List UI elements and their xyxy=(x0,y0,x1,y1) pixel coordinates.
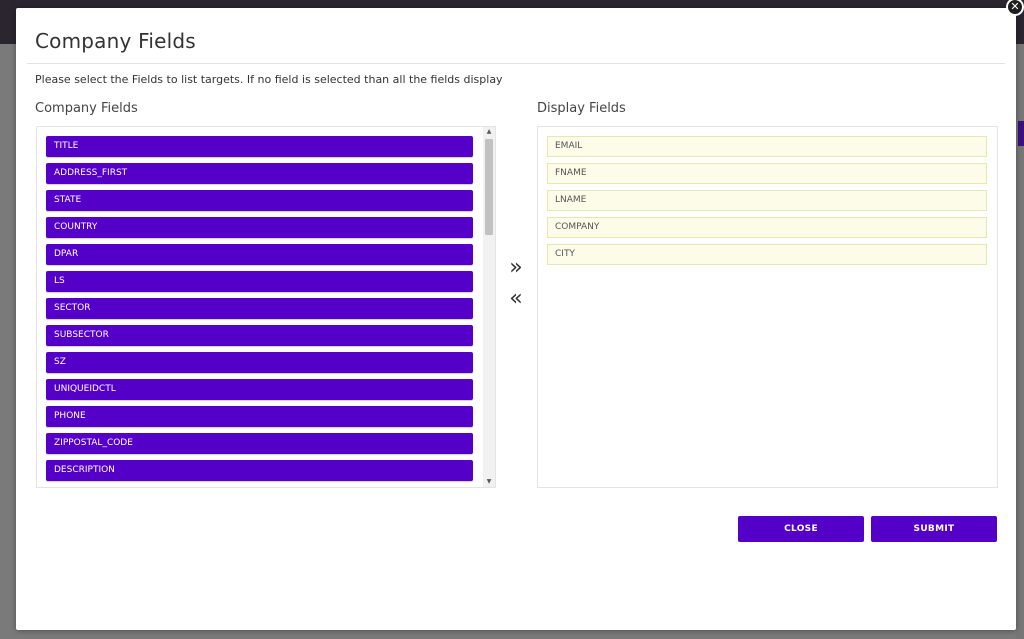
scroll-down-arrow-icon[interactable]: ▼ xyxy=(486,478,492,485)
field-chip-title[interactable]: TITLE xyxy=(46,136,473,157)
background-page-edge xyxy=(1016,44,1024,639)
display-chip-city[interactable]: CITY xyxy=(547,244,987,265)
scroll-up-arrow-icon[interactable]: ▲ xyxy=(486,128,492,135)
field-chip-uniqueidctl[interactable]: UNIQUEIDCTL xyxy=(46,379,473,400)
field-chip-description[interactable]: DESCRIPTION xyxy=(46,460,473,481)
field-chip-sz[interactable]: SZ xyxy=(46,352,473,373)
field-chip-sector[interactable]: SECTOR xyxy=(46,298,473,319)
company-fields-list[interactable]: TITLE ADDRESS_FIRST STATE COUNTRY DPAR L… xyxy=(36,126,496,488)
instruction-text: Please select the Fields to list targets… xyxy=(35,73,503,86)
close-icon[interactable]: ✕ xyxy=(1006,0,1024,16)
close-button[interactable]: CLOSE xyxy=(738,516,864,542)
submit-button[interactable]: SUBMIT xyxy=(871,516,997,542)
company-fields-heading: Company Fields xyxy=(35,101,138,116)
field-chip-country[interactable]: COUNTRY xyxy=(46,217,473,238)
list-scrollbar[interactable]: ▲ ▼ xyxy=(483,127,495,487)
field-chip-ls[interactable]: LS xyxy=(46,271,473,292)
field-chip-subsector[interactable]: SUBSECTOR xyxy=(46,325,473,346)
display-fields-heading: Display Fields xyxy=(537,101,626,116)
field-chip-address-first[interactable]: ADDRESS_FIRST xyxy=(46,163,473,184)
display-chip-email[interactable]: EMAIL xyxy=(547,136,987,157)
display-chip-company[interactable]: COMPANY xyxy=(547,217,987,238)
background-accent-stub xyxy=(1018,121,1024,146)
field-chip-phone[interactable]: PHONE xyxy=(46,406,473,427)
display-chip-fname[interactable]: FNAME xyxy=(547,163,987,184)
field-chip-dpar[interactable]: DPAR xyxy=(46,244,473,265)
double-chevron-right-icon[interactable]: » xyxy=(509,255,523,280)
field-chip-state[interactable]: STATE xyxy=(46,190,473,211)
display-chip-lname[interactable]: LNAME xyxy=(547,190,987,211)
scroll-thumb[interactable] xyxy=(485,139,493,235)
display-fields-list[interactable]: EMAIL FNAME LNAME COMPANY CITY xyxy=(537,126,998,488)
divider xyxy=(27,63,1005,64)
company-fields-modal: Company Fields Please select the Fields … xyxy=(16,8,1016,630)
modal-title: Company Fields xyxy=(35,29,196,53)
field-chip-zippostal-code[interactable]: ZIPPOSTAL_CODE xyxy=(46,433,473,454)
double-chevron-left-icon[interactable]: « xyxy=(509,286,523,311)
